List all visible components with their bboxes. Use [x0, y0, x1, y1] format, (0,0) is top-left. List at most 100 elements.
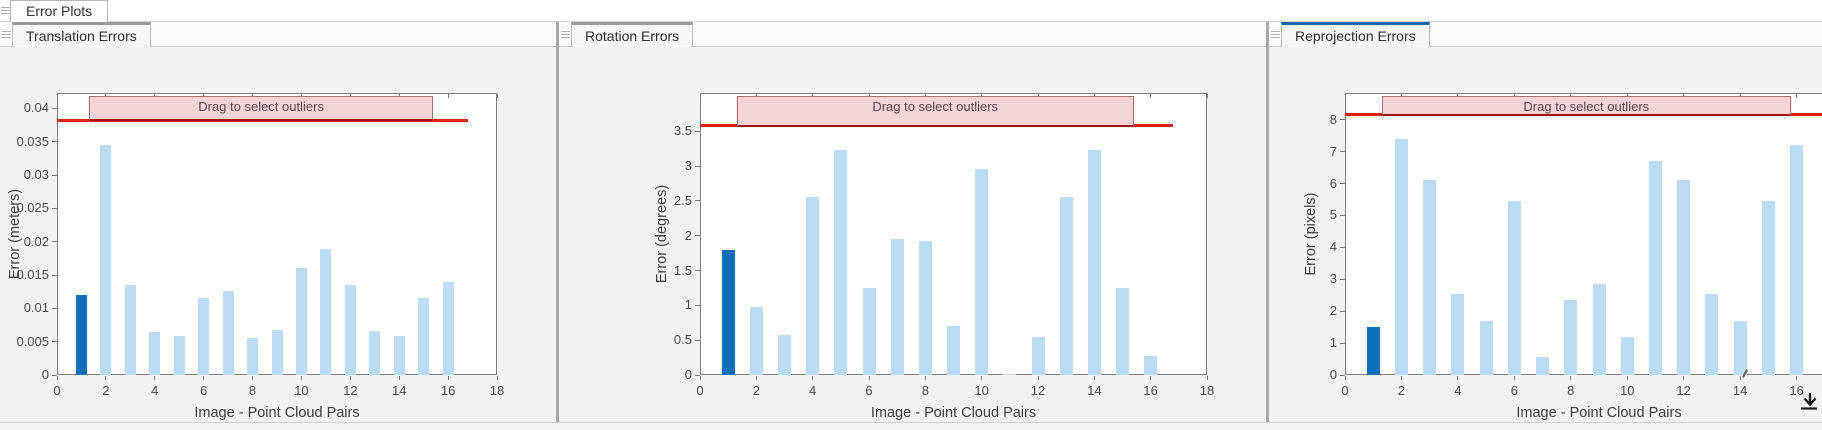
x-tick-mark — [1037, 376, 1039, 380]
bar-pair-9[interactable] — [1592, 284, 1606, 375]
y-tick-mark — [1340, 119, 1345, 121]
drag-grip-icon[interactable] — [1, 7, 10, 14]
y-tick-label: 0.02 — [23, 233, 49, 249]
bar-pair-4[interactable] — [1451, 293, 1465, 375]
bar-pair-14[interactable] — [1087, 150, 1101, 375]
doc-tab-label: Rotation Errors — [585, 28, 680, 44]
x-tick-label: 8 — [921, 383, 929, 398]
doc-tab-rotation-errors[interactable]: Rotation Errors — [571, 22, 694, 47]
bar-pair-8[interactable] — [247, 338, 259, 375]
x-tick-mark — [252, 376, 254, 380]
bar-pair-16[interactable] — [1790, 145, 1804, 375]
y-tick-label: 4 — [1329, 239, 1337, 255]
x-tick-label: 18 — [1199, 383, 1215, 398]
y-tick-label: 0.01 — [23, 300, 49, 316]
bar-pair-13[interactable] — [1059, 196, 1073, 375]
x-tick-mark — [755, 376, 757, 380]
bar-pair-1[interactable] — [1366, 327, 1380, 375]
x-tick-mark — [300, 376, 302, 380]
x-tick-label: 10 — [294, 383, 309, 398]
bar-pair-14[interactable] — [393, 336, 405, 375]
bar-pair-15[interactable] — [1761, 201, 1775, 375]
figure-tab-error-plots[interactable]: Error Plots — [10, 0, 109, 22]
y-tick-mark — [695, 235, 700, 237]
y-tick-label: 7 — [1329, 143, 1337, 159]
x-tick-mark — [1457, 376, 1459, 380]
bar-pair-6[interactable] — [198, 297, 210, 375]
bar-pair-2[interactable] — [749, 306, 763, 375]
bar-pair-3[interactable] — [1423, 180, 1437, 375]
bar-pair-2[interactable] — [100, 145, 112, 375]
bar-pair-12[interactable] — [1677, 180, 1691, 375]
bar-pair-16[interactable] — [1144, 356, 1158, 375]
bar-pair-4[interactable] — [806, 196, 820, 375]
x-tick-label: 2 — [752, 383, 760, 398]
bar-pair-5[interactable] — [1479, 320, 1493, 375]
doc-tab-reprojection-errors[interactable]: Reprojection Errors — [1281, 22, 1430, 47]
bar-pair-3[interactable] — [124, 285, 136, 375]
panel-rotation-errors: Rotation Errors 0 0.5 1 1.5 2 2.5 3 3.5 0 2 4 6 8 10 1… — [559, 22, 1266, 422]
doc-tab-bar: Rotation Errors — [559, 22, 1266, 47]
bar-pair-11[interactable] — [320, 249, 332, 375]
bar-pair-7[interactable] — [222, 291, 234, 375]
outlier-selection-band[interactable] — [1381, 96, 1791, 116]
bar-pair-10[interactable] — [975, 168, 989, 375]
bar-pair-10[interactable] — [1620, 336, 1634, 375]
outlier-selection-band[interactable] — [88, 96, 434, 122]
bar-pair-14[interactable] — [1733, 320, 1747, 375]
panel-divider[interactable] — [1266, 22, 1269, 422]
x-tick-mark-top — [1150, 94, 1152, 98]
bar-pair-1[interactable] — [721, 249, 735, 375]
drag-grip-icon[interactable] — [1271, 31, 1280, 38]
bar-pair-15[interactable] — [418, 297, 430, 375]
y-tick-label: 0.025 — [16, 200, 49, 216]
y-tick-mark — [52, 374, 57, 376]
bar-pair-15[interactable] — [1116, 287, 1129, 375]
panel-translation-errors: Translation Errors 0 0.005 0.01 0.015 0.02 0.… — [0, 22, 556, 422]
y-axis-label: Error (degrees) — [654, 184, 670, 284]
translation-errors-chart: 0 0.005 0.01 0.015 0.02 0.025 0.03 0.035 0.04 0 2 4… — [0, 47, 556, 422]
bar-pair-2[interactable] — [1394, 138, 1408, 375]
bar-pair-9[interactable] — [947, 326, 960, 375]
x-tick-mark-top — [1206, 94, 1208, 98]
y-tick-label: 2.5 — [673, 192, 692, 208]
bar-pair-6[interactable] — [862, 287, 876, 375]
drag-grip-icon[interactable] — [561, 31, 570, 38]
y-tick-mark — [1340, 214, 1345, 216]
bar-pair-12[interactable] — [1031, 336, 1045, 375]
x-tick-mark — [154, 376, 156, 380]
bar-pair-7[interactable] — [1536, 357, 1550, 375]
bar-pair-8[interactable] — [918, 241, 932, 375]
bar-pair-11[interactable] — [1003, 373, 1017, 375]
bar-pair-9[interactable] — [271, 330, 283, 375]
x-tick-label: 14 — [1087, 383, 1102, 398]
x-tick-mark — [1683, 376, 1685, 380]
y-tick-label: 1 — [684, 297, 692, 313]
bar-pair-13[interactable] — [1705, 293, 1719, 375]
dock-down-arrow-icon[interactable] — [1794, 392, 1820, 414]
bar-pair-5[interactable] — [834, 150, 848, 375]
outlier-selection-band[interactable] — [736, 96, 1134, 127]
x-tick-mark-top — [1796, 94, 1798, 98]
y-tick-mark — [1340, 374, 1345, 376]
bar-pair-8[interactable] — [1564, 300, 1578, 375]
bar-pair-4[interactable] — [149, 331, 161, 375]
drag-grip-icon[interactable] — [2, 31, 11, 38]
panel-divider[interactable] — [556, 22, 559, 422]
bar-pair-7[interactable] — [890, 239, 904, 375]
bar-pair-11[interactable] — [1648, 161, 1662, 375]
bar-pair-5[interactable] — [173, 336, 185, 375]
bar-pair-13[interactable] — [369, 331, 381, 375]
y-tick-label: 8 — [1329, 111, 1337, 127]
doc-tab-translation-errors[interactable]: Translation Errors — [12, 22, 151, 47]
bar-pair-16[interactable] — [442, 281, 454, 375]
bar-pair-12[interactable] — [344, 285, 356, 375]
plot-area[interactable] — [1345, 93, 1822, 375]
x-tick-label: 6 — [200, 383, 208, 398]
bar-pair-10[interactable] — [295, 268, 307, 375]
bar-pair-6[interactable] — [1507, 201, 1521, 375]
y-tick-label: 2 — [1329, 303, 1337, 319]
bar-pair-3[interactable] — [778, 335, 791, 375]
bar-pair-1[interactable] — [75, 295, 87, 375]
x-tick-mark — [1093, 376, 1095, 380]
